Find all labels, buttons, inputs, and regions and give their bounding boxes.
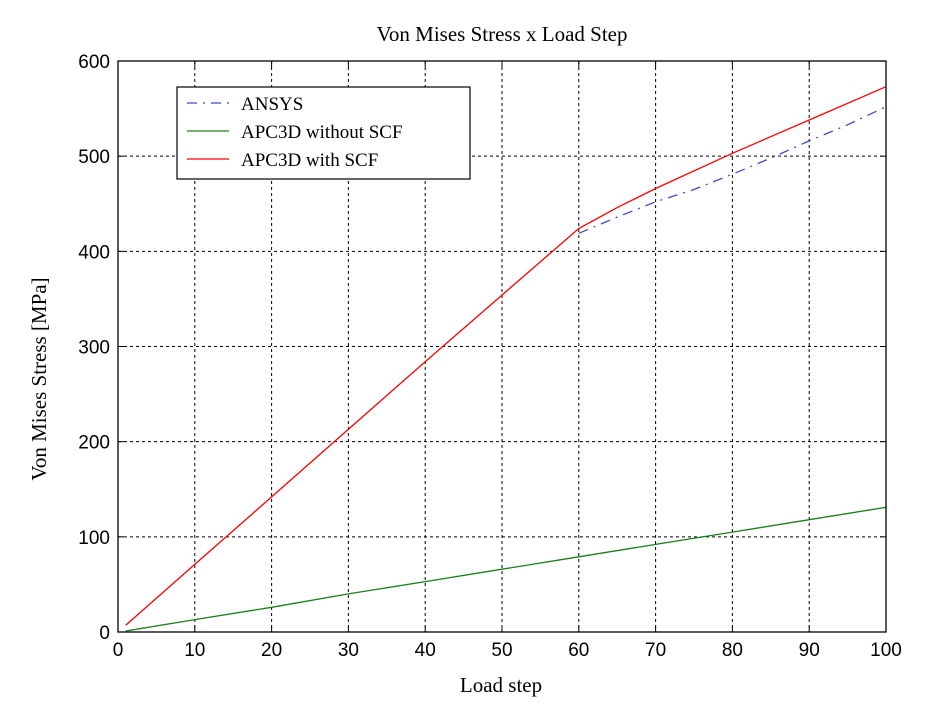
series-line-2: [125, 506, 887, 632]
x-tick-label: 0: [113, 640, 124, 661]
legend-label: APC3D without SCF: [241, 122, 403, 143]
x-tick-label: 20: [261, 640, 282, 661]
series-lines: [125, 86, 887, 632]
x-tick-label: 60: [568, 640, 589, 661]
y-tick-label: 400: [78, 242, 110, 263]
x-tick-label: 10: [184, 640, 205, 661]
y-tick-label: 200: [78, 433, 110, 454]
legend-box: [176, 86, 471, 180]
legend-label: APC3D with SCF: [241, 150, 378, 171]
series-line-1: [578, 106, 887, 234]
legend-label: ANSYS: [241, 94, 303, 115]
y-tick-label: 500: [78, 147, 110, 168]
series-line-3: [125, 86, 887, 626]
axis-ticks: 0 10 20 30 40 50 60 70 80 90 100 0 100 200 300 400 500 60…: [78, 52, 902, 661]
y-tick-label: 0: [99, 623, 110, 644]
x-axis-label: Load step: [460, 673, 542, 697]
x-tick-label: 50: [491, 640, 512, 661]
chart-title: Von Mises Stress x Load Step: [376, 22, 627, 46]
x-tick-label: 90: [799, 640, 820, 661]
x-tick-label: 30: [338, 640, 359, 661]
x-tick-label: 80: [722, 640, 743, 661]
x-tick-label: 70: [645, 640, 666, 661]
x-tick-label: 40: [415, 640, 436, 661]
y-tick-label: 600: [78, 52, 110, 73]
y-axis-label: Von Mises Stress [MPa]: [27, 277, 51, 480]
x-tick-label: 100: [870, 640, 902, 661]
y-tick-label: 100: [78, 528, 110, 549]
y-tick-label: 300: [78, 338, 110, 359]
legend: ANSYS APC3D without SCF APC3D with SCF: [176, 86, 471, 180]
